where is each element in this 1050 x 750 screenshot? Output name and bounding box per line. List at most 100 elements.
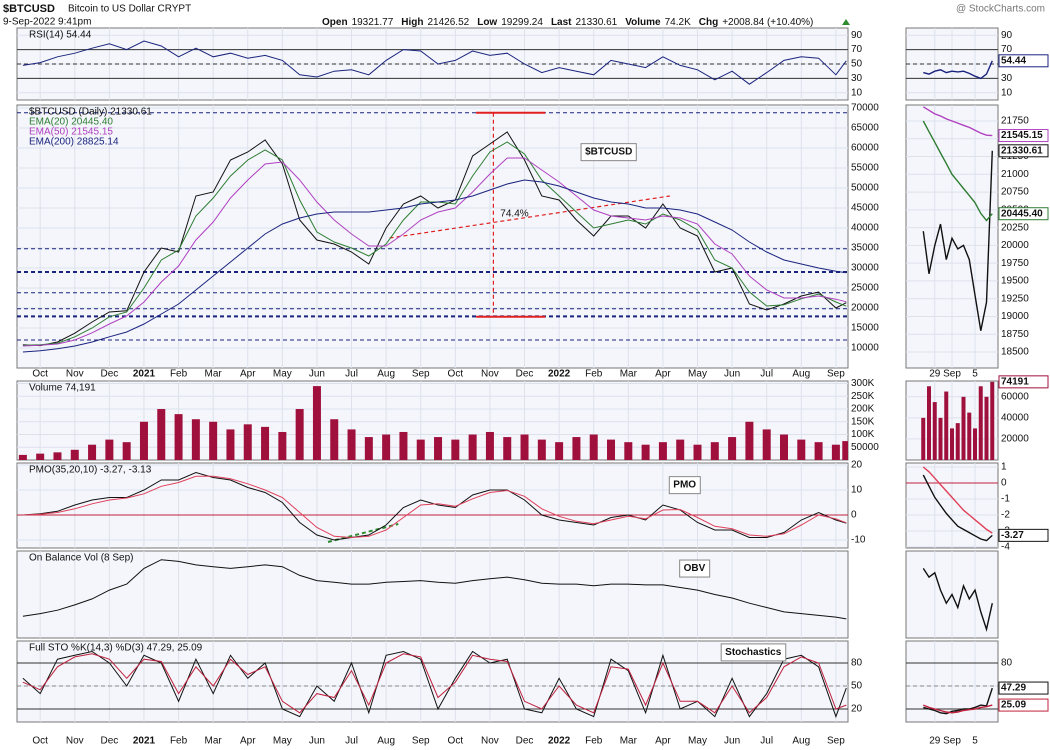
value-label: 54.44 [1001,55,1026,66]
x-tick-label: May [273,369,292,380]
series-line [22,131,847,347]
legend-entry: $BTCUSD (Daily) 21330.61 [29,107,152,118]
volume-bar [503,437,512,460]
volume-bar [990,381,995,460]
quote-value: +2008.84 (+10.40%) [722,17,813,28]
x-tick-label: 5 [972,369,978,380]
panel-bg [16,104,849,369]
legend-entry: EMA(20) 20445.40 [29,117,113,128]
y-tick-label: 70000 [851,103,879,114]
y-tick-label: 50000 [851,442,879,453]
y-tick-label: 90 [1001,30,1013,41]
y-tick-label: 150K [851,416,875,427]
series-line [923,687,993,715]
y-tick-label: 40000 [851,223,879,234]
volume-bar [710,442,719,460]
volume-bar [932,402,937,460]
quote-value: 19321.77 [352,17,394,28]
volume-bar [416,439,425,460]
value-label: 20445.40 [1001,208,1043,219]
y-tick-label: 35000 [851,243,879,254]
quote-label: Low [477,17,497,28]
volume-bar [330,419,339,460]
annotation: Stochastics [725,647,782,658]
y-tick-label: 20000 [851,303,879,314]
y-tick-label: 45000 [851,203,879,214]
volume-bar [451,439,460,460]
volume-bar [589,434,598,460]
y-tick-label: 50000 [851,183,879,194]
x-tick-label: Apr [655,736,671,747]
series-line [22,471,847,541]
series-line [922,568,993,632]
y-tick-label: -4 [1001,542,1010,553]
x-tick-label: May [273,736,292,747]
volume-bar [520,434,529,460]
x-tick-label: Oct [448,369,464,380]
y-tick-label: 10 [1001,87,1013,98]
volume-bar [70,449,79,460]
volume-bar [105,439,114,460]
x-tick-label: Oct [448,736,464,747]
x-tick-label: Aug [792,736,810,747]
series-line [22,179,847,353]
value-box [998,129,1049,143]
volume-bar [157,409,166,460]
y-tick-label: 60000 [851,143,879,154]
annotation-line [327,523,399,543]
series-line [22,157,847,347]
annotation: 74.4% [500,209,528,220]
x-tick-label: Feb [585,369,603,380]
x-tick-label: Nov [66,736,84,747]
volume-bar [88,444,97,460]
y-tick-label: 19500 [1001,276,1029,287]
volume-bar [955,423,960,460]
y-tick-label: 90 [851,30,863,41]
x-tick-label: Sep [827,369,845,380]
y-tick-label: 20 [851,460,863,471]
x-tick-label: Dec [100,736,118,747]
x-tick-label: Oct [32,736,48,747]
x-tick-label: 29 [929,736,941,747]
y-tick-label: 18750 [1001,329,1029,340]
y-tick-label: 10 [851,87,863,98]
quote-label: High [401,17,423,28]
x-tick-label: Mar [620,369,638,380]
value-label: 21330.61 [1001,145,1043,156]
volume-bar [961,396,966,460]
value-box [998,681,1049,695]
x-tick-label: Jun [309,369,325,380]
x-tick-label: Sep [943,736,961,747]
y-tick-label: 19750 [1001,258,1029,269]
x-tick-label: Sep [827,736,845,747]
quote-label: Open [322,17,348,28]
value-box [998,144,1049,158]
y-tick-label: 0 [1001,478,1007,489]
x-tick-label: May [688,369,707,380]
x-tick-label: Jun [724,736,740,747]
x-tick-label: Jul [345,369,358,380]
x-tick-label: Apr [655,369,671,380]
volume-bar [624,442,633,460]
y-tick-label: 200K [851,404,875,415]
panel-bg [16,550,849,639]
series-line [22,559,847,620]
y-tick-label: 19250 [1001,293,1029,304]
volume-bar [174,414,183,460]
y-tick-label: 50 [851,59,863,70]
x-tick-label: May [688,736,707,747]
panel-label: On Balance Vol (8 Sep) [29,553,134,564]
x-tick-label: Feb [170,736,188,747]
x-tick-label: Aug [377,736,395,747]
volume-bar [842,441,848,460]
x-tick-label: Dec [100,369,118,380]
volume-bar [967,412,972,460]
symbol-name: Bitcoin to US Dollar CRYPT [68,4,191,15]
volume-bar [927,386,931,460]
volume-bar [399,431,408,460]
x-tick-label: Aug [792,369,810,380]
panel-label: Full STO %K(14,3) %D(3) 47.29, 25.09 [29,643,203,654]
panel-label: Volume 74,191 [29,383,96,394]
panel-plot [17,641,848,722]
panel-plot [906,28,998,100]
